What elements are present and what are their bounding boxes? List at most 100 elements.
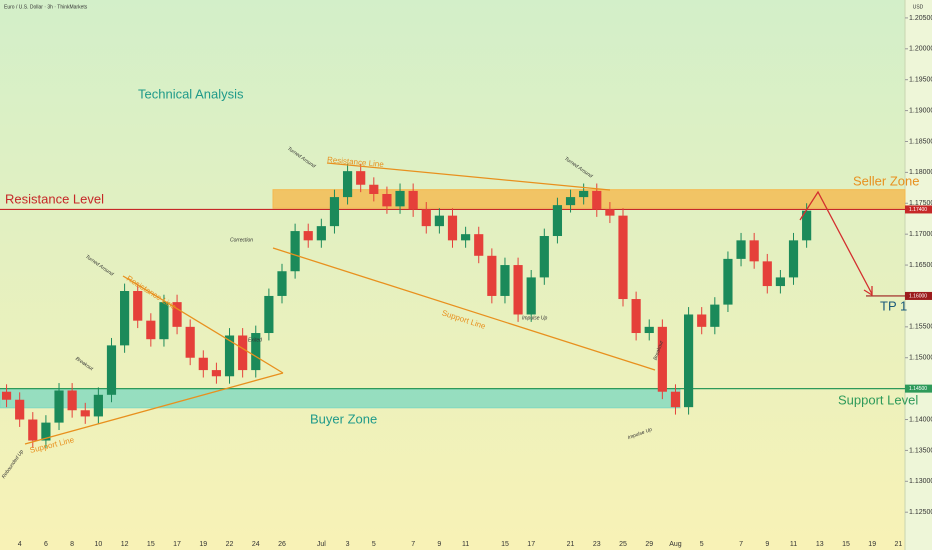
candle-body: [198, 357, 208, 371]
annotation: Impulse Up: [522, 315, 548, 321]
candle-body: [670, 391, 681, 408]
candle-body: [683, 314, 694, 408]
symbol: Euro / U.S. Dollar · 3h · ThinkMarkets: [4, 4, 88, 10]
trend-line: [24, 372, 284, 445]
candle-body: [565, 197, 576, 206]
y-tick-label: 1.19000: [909, 107, 932, 114]
candle-body: [329, 197, 340, 227]
arrow-head: [863, 286, 873, 297]
x-tick-label: 5: [700, 541, 704, 548]
price-tag-label: 1.16000: [909, 293, 927, 299]
candle-body: [513, 265, 523, 315]
candle-body: [526, 277, 536, 315]
candle-body: [159, 302, 169, 340]
x-tick-label: 4: [18, 541, 22, 548]
x-tick-label: 19: [868, 541, 876, 548]
candle-body: [172, 302, 182, 327]
y-tick-label: 1.20500: [909, 15, 932, 22]
y-tick-label: 1.18500: [909, 138, 932, 145]
candle-body: [303, 231, 313, 241]
candle-body: [356, 171, 366, 185]
x-tick-label: 25: [619, 541, 627, 548]
candle-body: [579, 190, 589, 198]
candle-body: [644, 326, 654, 334]
x-tick-label: 19: [199, 541, 207, 548]
x-tick-label: 21: [895, 541, 903, 548]
candle-body: [775, 277, 785, 287]
x-tick-label: 24: [252, 541, 260, 548]
candle-body: [788, 240, 799, 278]
x-tick-label: 6: [44, 541, 48, 548]
candle-body: [369, 184, 379, 195]
x-tick-label: 23: [593, 541, 601, 548]
candle-body: [54, 390, 64, 423]
x-tick-label: 7: [411, 541, 415, 548]
y-tick-label: 1.13500: [909, 447, 932, 454]
x-tick-label: 10: [94, 541, 102, 548]
candle-body: [93, 394, 103, 417]
x-tick-label: 29: [645, 541, 653, 548]
candle-body: [264, 295, 274, 334]
x-tick-label: 15: [842, 541, 850, 548]
zone: [272, 189, 906, 209]
x-tick-label: 17: [173, 541, 181, 548]
projection-arrow: [799, 190, 873, 295]
candle-body: [224, 335, 235, 377]
candle-body: [421, 209, 431, 227]
x-tick-label: 13: [816, 541, 824, 548]
candle-body: [592, 190, 602, 210]
candle-body: [80, 410, 90, 417]
candle-body: [500, 265, 510, 296]
trend-line: [326, 162, 611, 191]
price-tag-label: 1.17400: [909, 207, 927, 213]
y-tick-label: 1.12500: [909, 509, 932, 516]
candle-body: [618, 215, 628, 300]
y-tick-label: 1.19500: [909, 77, 932, 84]
candle-body: [120, 291, 130, 346]
candle-body: [1, 391, 12, 400]
candle-body: [28, 419, 38, 441]
y-tick-label: 1.13000: [909, 478, 932, 485]
x-tick-label: 11: [790, 541, 797, 548]
candle-body: [211, 370, 222, 377]
candle-body: [15, 399, 25, 420]
candle-body: [290, 231, 300, 272]
trend-lines: [24, 162, 656, 445]
x-tick-label: 15: [147, 541, 155, 548]
y-tick-label: 1.18000: [909, 169, 932, 176]
price-tag: [905, 205, 932, 214]
x-tick-label: Jul: [317, 541, 326, 548]
candle-body: [342, 171, 353, 198]
candle-body: [657, 326, 667, 392]
candle-body: [106, 345, 117, 395]
x-tick-label: 26: [278, 541, 286, 548]
trend-line: [272, 247, 656, 371]
candle-body: [146, 320, 156, 340]
y-tick-label: 1.17500: [909, 200, 932, 207]
x-tick-label: 5: [372, 541, 376, 548]
x-tick-label: 8: [70, 541, 74, 548]
candle-body: [133, 291, 143, 321]
candle-body: [251, 333, 261, 371]
x-tick-label: 21: [567, 541, 575, 548]
candle-body: [316, 226, 326, 241]
candle-body: [67, 390, 77, 411]
chart-title: Technical Analysis: [138, 86, 244, 101]
zone-label: Buyer Zone: [310, 411, 377, 426]
x-tick-label: 9: [437, 541, 441, 548]
x-tick-label: 9: [765, 541, 769, 548]
candle-body: [736, 240, 746, 259]
annotation: Correction: [230, 237, 253, 243]
candle-body: [539, 236, 549, 278]
candle-body: [552, 205, 563, 237]
candle-body: [605, 209, 615, 216]
candle-body: [238, 335, 248, 371]
candle-body: [474, 234, 484, 256]
price-axis: [905, 0, 932, 550]
candle-body: [802, 210, 812, 241]
candle-body: [395, 190, 405, 207]
candle-body: [723, 258, 733, 305]
level-label: TP 1: [880, 298, 907, 313]
candle-body: [382, 194, 392, 207]
